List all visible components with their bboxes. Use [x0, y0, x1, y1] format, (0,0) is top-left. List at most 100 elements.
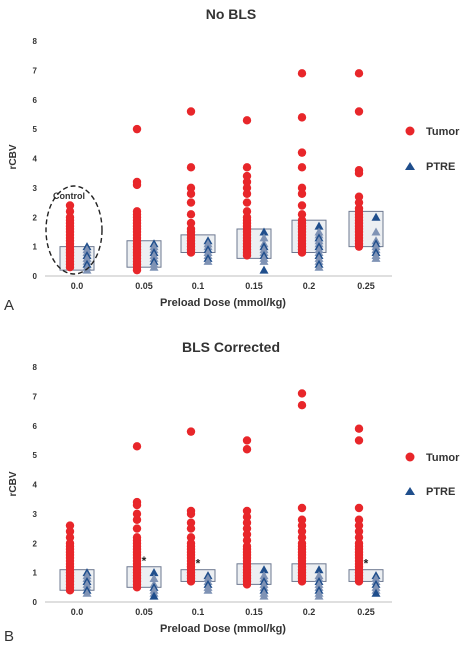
panel-b-tumor-point — [297, 533, 307, 542]
panel-a-y-tick-label: 7 — [33, 66, 38, 75]
panel-a-tumor-point — [186, 107, 196, 116]
panel-a-ptre-point — [149, 262, 159, 271]
panel-b-tumor-point — [354, 527, 364, 536]
panel-a-x-tick-label: 0.2 — [303, 281, 316, 291]
panel-a-ptre-point — [371, 253, 381, 262]
panel-b-significance-marker: * — [196, 557, 201, 571]
panel-a-ptre-points — [82, 212, 381, 274]
panel-b-label: B — [4, 628, 14, 645]
panel-b-tumor-point — [65, 527, 75, 536]
panel-a-tumor-point — [297, 201, 307, 210]
panel-b-tumor-point — [297, 527, 307, 536]
panel-a-label: A — [4, 297, 14, 314]
panel-a-tumor-point — [186, 183, 196, 193]
panel-b-range-box — [180, 569, 216, 582]
panel-a-ptre-point — [259, 233, 269, 242]
panel-b-tumor-point — [354, 577, 364, 586]
panel-a-tumor-point — [242, 251, 252, 260]
panel-b-tumor-point — [354, 436, 364, 445]
panel-a-tumor-point — [297, 163, 307, 172]
panel-a-tumor-point — [242, 189, 252, 198]
panel-b-tumor-point — [242, 445, 252, 454]
panel-a-ylabel: rCBV — [8, 144, 19, 169]
panel-b-ptre-point — [149, 591, 159, 600]
panel-b-significance: * * * — [142, 554, 369, 571]
panel-a-tumor-point — [297, 113, 307, 122]
panel-b-title: BLS Corrected — [182, 339, 280, 355]
panel-a-tumor-point — [186, 218, 196, 228]
panel-a-tumor-point — [242, 163, 252, 172]
panel-a-y-tick-label: 8 — [33, 37, 38, 46]
panel-a-ptre-point — [259, 227, 269, 236]
panel-a-tumor-point — [186, 163, 196, 172]
panel-a-y-ticks: 0 1 2 3 4 5 6 7 8 — [33, 37, 38, 281]
panel-a-tumor-point — [297, 69, 307, 78]
panel-b-tumor-point — [132, 509, 142, 519]
panel-b-tumor-point — [186, 518, 196, 527]
panel-b-tumor-point — [354, 503, 364, 513]
panel-b-ptre-point — [314, 565, 324, 574]
panel-b-y-tick-label: 2 — [33, 539, 38, 548]
panel-a-tumor-point — [354, 69, 364, 78]
panel-b-y-tick-label: 1 — [33, 569, 38, 578]
panel-b: BLS Corrected rCBV Preload Dose (mmol/kg… — [4, 339, 460, 645]
panel-b-ptre-point — [371, 588, 381, 597]
panel-a-y-tick-label: 6 — [33, 96, 38, 105]
panel-a-xlabel: Preload Dose (mmol/kg) — [160, 297, 286, 309]
panel-a-x-tick-label: 0.05 — [135, 281, 153, 291]
panel-b-tumor-point — [242, 530, 252, 539]
panel-a-y-tick-label: 2 — [33, 213, 38, 222]
panel-b-ptre-point — [82, 588, 92, 597]
panel-a-tumor-point — [186, 248, 196, 257]
panel-a-tumor-point — [132, 180, 142, 190]
panel-b-y-tick-label: 7 — [33, 392, 38, 401]
panel-b-xlabel: Preload Dose (mmol/kg) — [160, 623, 286, 635]
panel-a-control-label: Control — [53, 191, 85, 201]
panel-b-y-tick-label: 3 — [33, 510, 38, 519]
panel-b-tumor-point — [242, 436, 252, 445]
panel-b-tumor-point — [297, 521, 307, 530]
panel-b-tumor-point — [186, 577, 196, 586]
panel-a-legend-ptre-marker — [405, 162, 415, 170]
panel-b-tumor-point — [186, 524, 196, 533]
panel-b-ptre-point — [149, 568, 159, 577]
panel-b-tumor-point — [242, 512, 252, 522]
panel-a-tumor-point — [354, 192, 364, 201]
panel-a: No BLS rCBV Preload Dose (mmol/kg) A Con… — [4, 6, 460, 314]
panel-a-tumor-point — [354, 107, 364, 116]
panel-a-tumor-point — [242, 171, 252, 181]
panel-b-tumor-point — [242, 524, 252, 533]
panel-b-range-box — [348, 569, 384, 582]
panel-a-tumor-point — [132, 265, 142, 275]
panel-a-tumor-point — [297, 183, 307, 193]
panel-a-legend-tumor-label: Tumor — [426, 126, 460, 138]
panel-a-tumor-point — [242, 116, 252, 125]
panel-a-title: No BLS — [206, 6, 257, 22]
panel-b-tumor-point — [297, 400, 307, 410]
panel-b-ylabel: rCBV — [8, 471, 19, 496]
panel-a-x-tick-label: 0.1 — [192, 281, 205, 291]
panel-a-tumor-point — [297, 210, 307, 219]
panel-a-tumor-point — [186, 198, 196, 207]
panel-b-legend-tumor-label: Tumor — [426, 452, 460, 464]
panel-b-tumor-points — [65, 389, 364, 595]
panel-a-tumor-point — [354, 198, 364, 207]
panel-b-tumor-point — [297, 577, 307, 586]
panel-b-x-tick-label: 0.2 — [303, 607, 316, 617]
panel-a-tumor-point — [65, 207, 75, 216]
panel-b-tumor-point — [354, 521, 364, 530]
panel-a-legend: Tumor PTRE — [405, 126, 460, 173]
panel-b-tumor-point — [242, 518, 252, 527]
panel-a-y-tick-label: 3 — [33, 184, 38, 193]
panel-b-y-tick-label: 0 — [33, 598, 38, 607]
panel-b-tumor-point — [65, 586, 75, 595]
panel-a-tumor-point — [132, 124, 142, 134]
panel-a-tumor-point — [242, 207, 252, 216]
panel-a-legend-ptre-label: PTRE — [426, 161, 455, 173]
panel-b-x-tick-label: 0.05 — [135, 607, 153, 617]
panel-a-tumor-point — [354, 168, 364, 178]
panel-a-ptre-point — [371, 212, 381, 221]
panel-b-y-tick-label: 8 — [33, 363, 38, 372]
panel-b-y-tick-label: 4 — [33, 481, 38, 490]
